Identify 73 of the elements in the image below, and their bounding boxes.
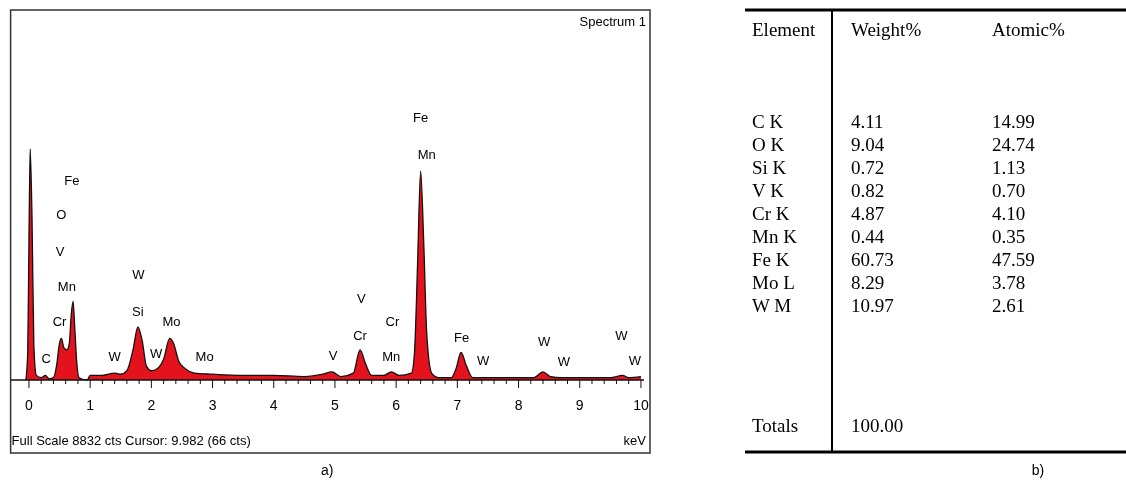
x-tick-label: 2 (147, 397, 156, 413)
x-tick-label: 5 (331, 397, 340, 413)
annotation: W (628, 352, 642, 368)
x-tick-label: 6 (392, 397, 401, 413)
chart-title: Spectrum 1 (579, 14, 646, 29)
category-label: Mn K (752, 226, 798, 247)
data-label: 4.11 (851, 111, 884, 132)
category-label: Fe K (752, 249, 790, 270)
x-tick-label: 1 (86, 397, 95, 413)
data-label: 0.70 (992, 180, 1026, 201)
annotation: V (55, 244, 65, 260)
annotation: V (328, 348, 338, 364)
text: a) (321, 462, 334, 478)
category-label: Cr K (752, 203, 790, 224)
data-label: 3.78 (992, 272, 1026, 293)
data-label: 14.99 (992, 111, 1035, 132)
annotation: W (150, 346, 164, 362)
data-label: 1.13 (992, 157, 1026, 178)
x-tick-label: 3 (208, 397, 217, 413)
annotation: W (557, 354, 571, 370)
data-label: 8.29 (851, 272, 885, 293)
annotation: W (108, 349, 122, 365)
data-label: 4.87 (851, 203, 885, 224)
data-label: 24.74 (992, 134, 1036, 155)
x-tick-label: 9 (575, 397, 584, 413)
category-label: Si K (752, 157, 787, 178)
annotation: Mo (162, 313, 181, 329)
data-label: 0.44 (851, 226, 885, 247)
data-label: 60.73 (851, 249, 894, 270)
annotation: Cr (353, 327, 368, 343)
data-label: 47.59 (992, 249, 1035, 270)
annotation: W (476, 352, 490, 368)
x-tick-label: 8 (514, 397, 523, 413)
text: b) (1031, 462, 1045, 478)
text: Element (752, 19, 817, 40)
text: Atomic% (992, 19, 1065, 40)
annotation: Mn (382, 349, 401, 365)
text: Full Scale 8832 cts Cursor: 9.982 (66 cts) (11, 433, 251, 448)
x-axis-title: keV (623, 433, 647, 448)
annotation: Si (132, 304, 144, 320)
text: Fe (413, 110, 429, 126)
category-label: W M (752, 295, 792, 316)
data-label: 2.61 (992, 295, 1026, 316)
annotation: C (41, 350, 51, 366)
annotation: Mn (417, 147, 436, 163)
x-tick-label: 4 (269, 397, 278, 413)
annotation: W (538, 334, 552, 350)
data-label: 9.04 (851, 134, 885, 155)
text: 100.00 (851, 415, 904, 436)
annotation: O (56, 207, 67, 223)
category-label: V K (752, 180, 785, 201)
text: Weight% (851, 19, 922, 40)
x-tick-label: 0 (25, 397, 34, 413)
x-tick-label: 10 (633, 397, 649, 413)
data-label: 10.97 (851, 295, 894, 316)
annotation: Mn (57, 279, 76, 295)
data-label: 0.35 (992, 226, 1026, 247)
text: Totals (752, 415, 799, 436)
category-label: O K (752, 134, 785, 155)
annotation: Cr (52, 313, 68, 329)
annotation: Cr (385, 313, 400, 329)
annotation: Mo (195, 349, 214, 365)
x-tick-label: 7 (453, 397, 462, 413)
category-label: C K (752, 111, 784, 132)
data-label: 0.82 (851, 180, 885, 201)
annotation: Fe (454, 329, 470, 345)
category-label: Mo L (752, 272, 795, 293)
annotation: W (615, 327, 629, 343)
data-label: 4.10 (992, 203, 1026, 224)
annotation: Fe (64, 172, 80, 188)
data-label: 0.72 (851, 157, 885, 178)
annotation: V (356, 290, 366, 306)
annotation: W (132, 267, 146, 283)
